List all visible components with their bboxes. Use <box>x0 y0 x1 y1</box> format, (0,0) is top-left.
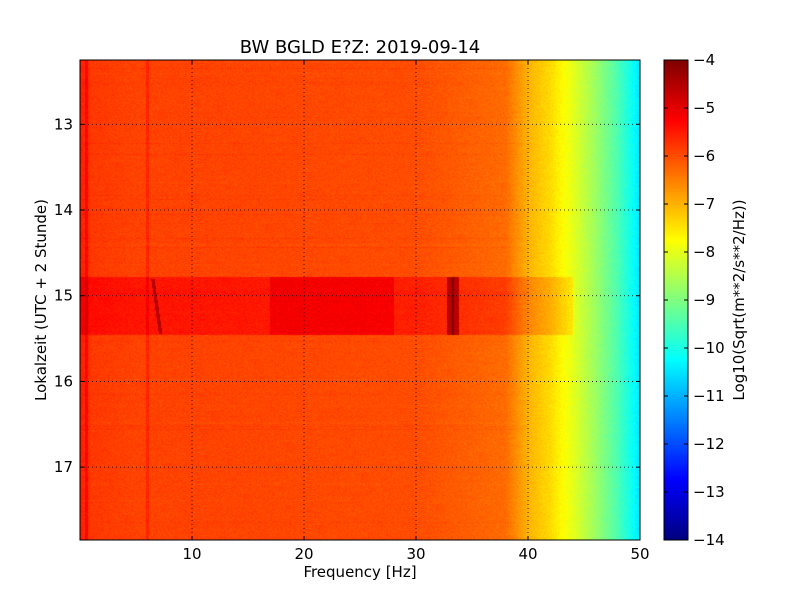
heatmap-plot-area <box>80 60 640 540</box>
x-axis: 10 20 30 40 50 <box>182 60 650 563</box>
colorbar-tick-label: −6 <box>693 147 715 165</box>
x-tick-label: 20 <box>294 545 313 563</box>
colorbar-tick-label: −10 <box>693 339 725 357</box>
chart-title: BW BGLD E?Z: 2019-09-14 <box>240 37 480 58</box>
grid-lines <box>80 60 640 540</box>
x-tick-label: 40 <box>518 545 537 563</box>
colorbar-tick-label: −7 <box>693 195 715 213</box>
y-tick-label: 15 <box>54 287 73 305</box>
colorbar-tick-label: −9 <box>693 291 715 309</box>
x-axis-label: Frequency [Hz] <box>303 563 416 581</box>
y-axis: 13 14 15 16 17 <box>54 115 640 476</box>
colorbar-tick-label: −13 <box>693 483 725 501</box>
y-tick-label: 17 <box>54 458 73 476</box>
colorbar-axis: −4 −5 −6 −7 −8 −9 −10 −11 −12 −13 −14 <box>664 51 725 549</box>
y-tick-label: 16 <box>54 372 73 390</box>
colorbar-label: Log10(Sqrt(m**2/s**2/Hz)) <box>730 199 748 400</box>
plot-frame <box>79 59 641 541</box>
y-tick-label: 13 <box>54 115 73 133</box>
colorbar-tick-label: −5 <box>693 99 715 117</box>
colorbar-tick-label: −8 <box>693 243 715 261</box>
x-tick-label: 10 <box>182 545 201 563</box>
colorbar-tick-label: −14 <box>693 531 725 549</box>
x-tick-label: 50 <box>630 545 649 563</box>
y-axis-label: Lokalzeit (UTC + 2 Stunde) <box>32 199 50 401</box>
y-tick-label: 14 <box>54 201 73 219</box>
colorbar-tick-label: −11 <box>693 387 725 405</box>
x-tick-label: 30 <box>406 545 425 563</box>
heatmap-canvas <box>80 60 640 540</box>
colorbar-tick-label: −12 <box>693 435 725 453</box>
colorbar-tick-label: −4 <box>693 51 715 69</box>
